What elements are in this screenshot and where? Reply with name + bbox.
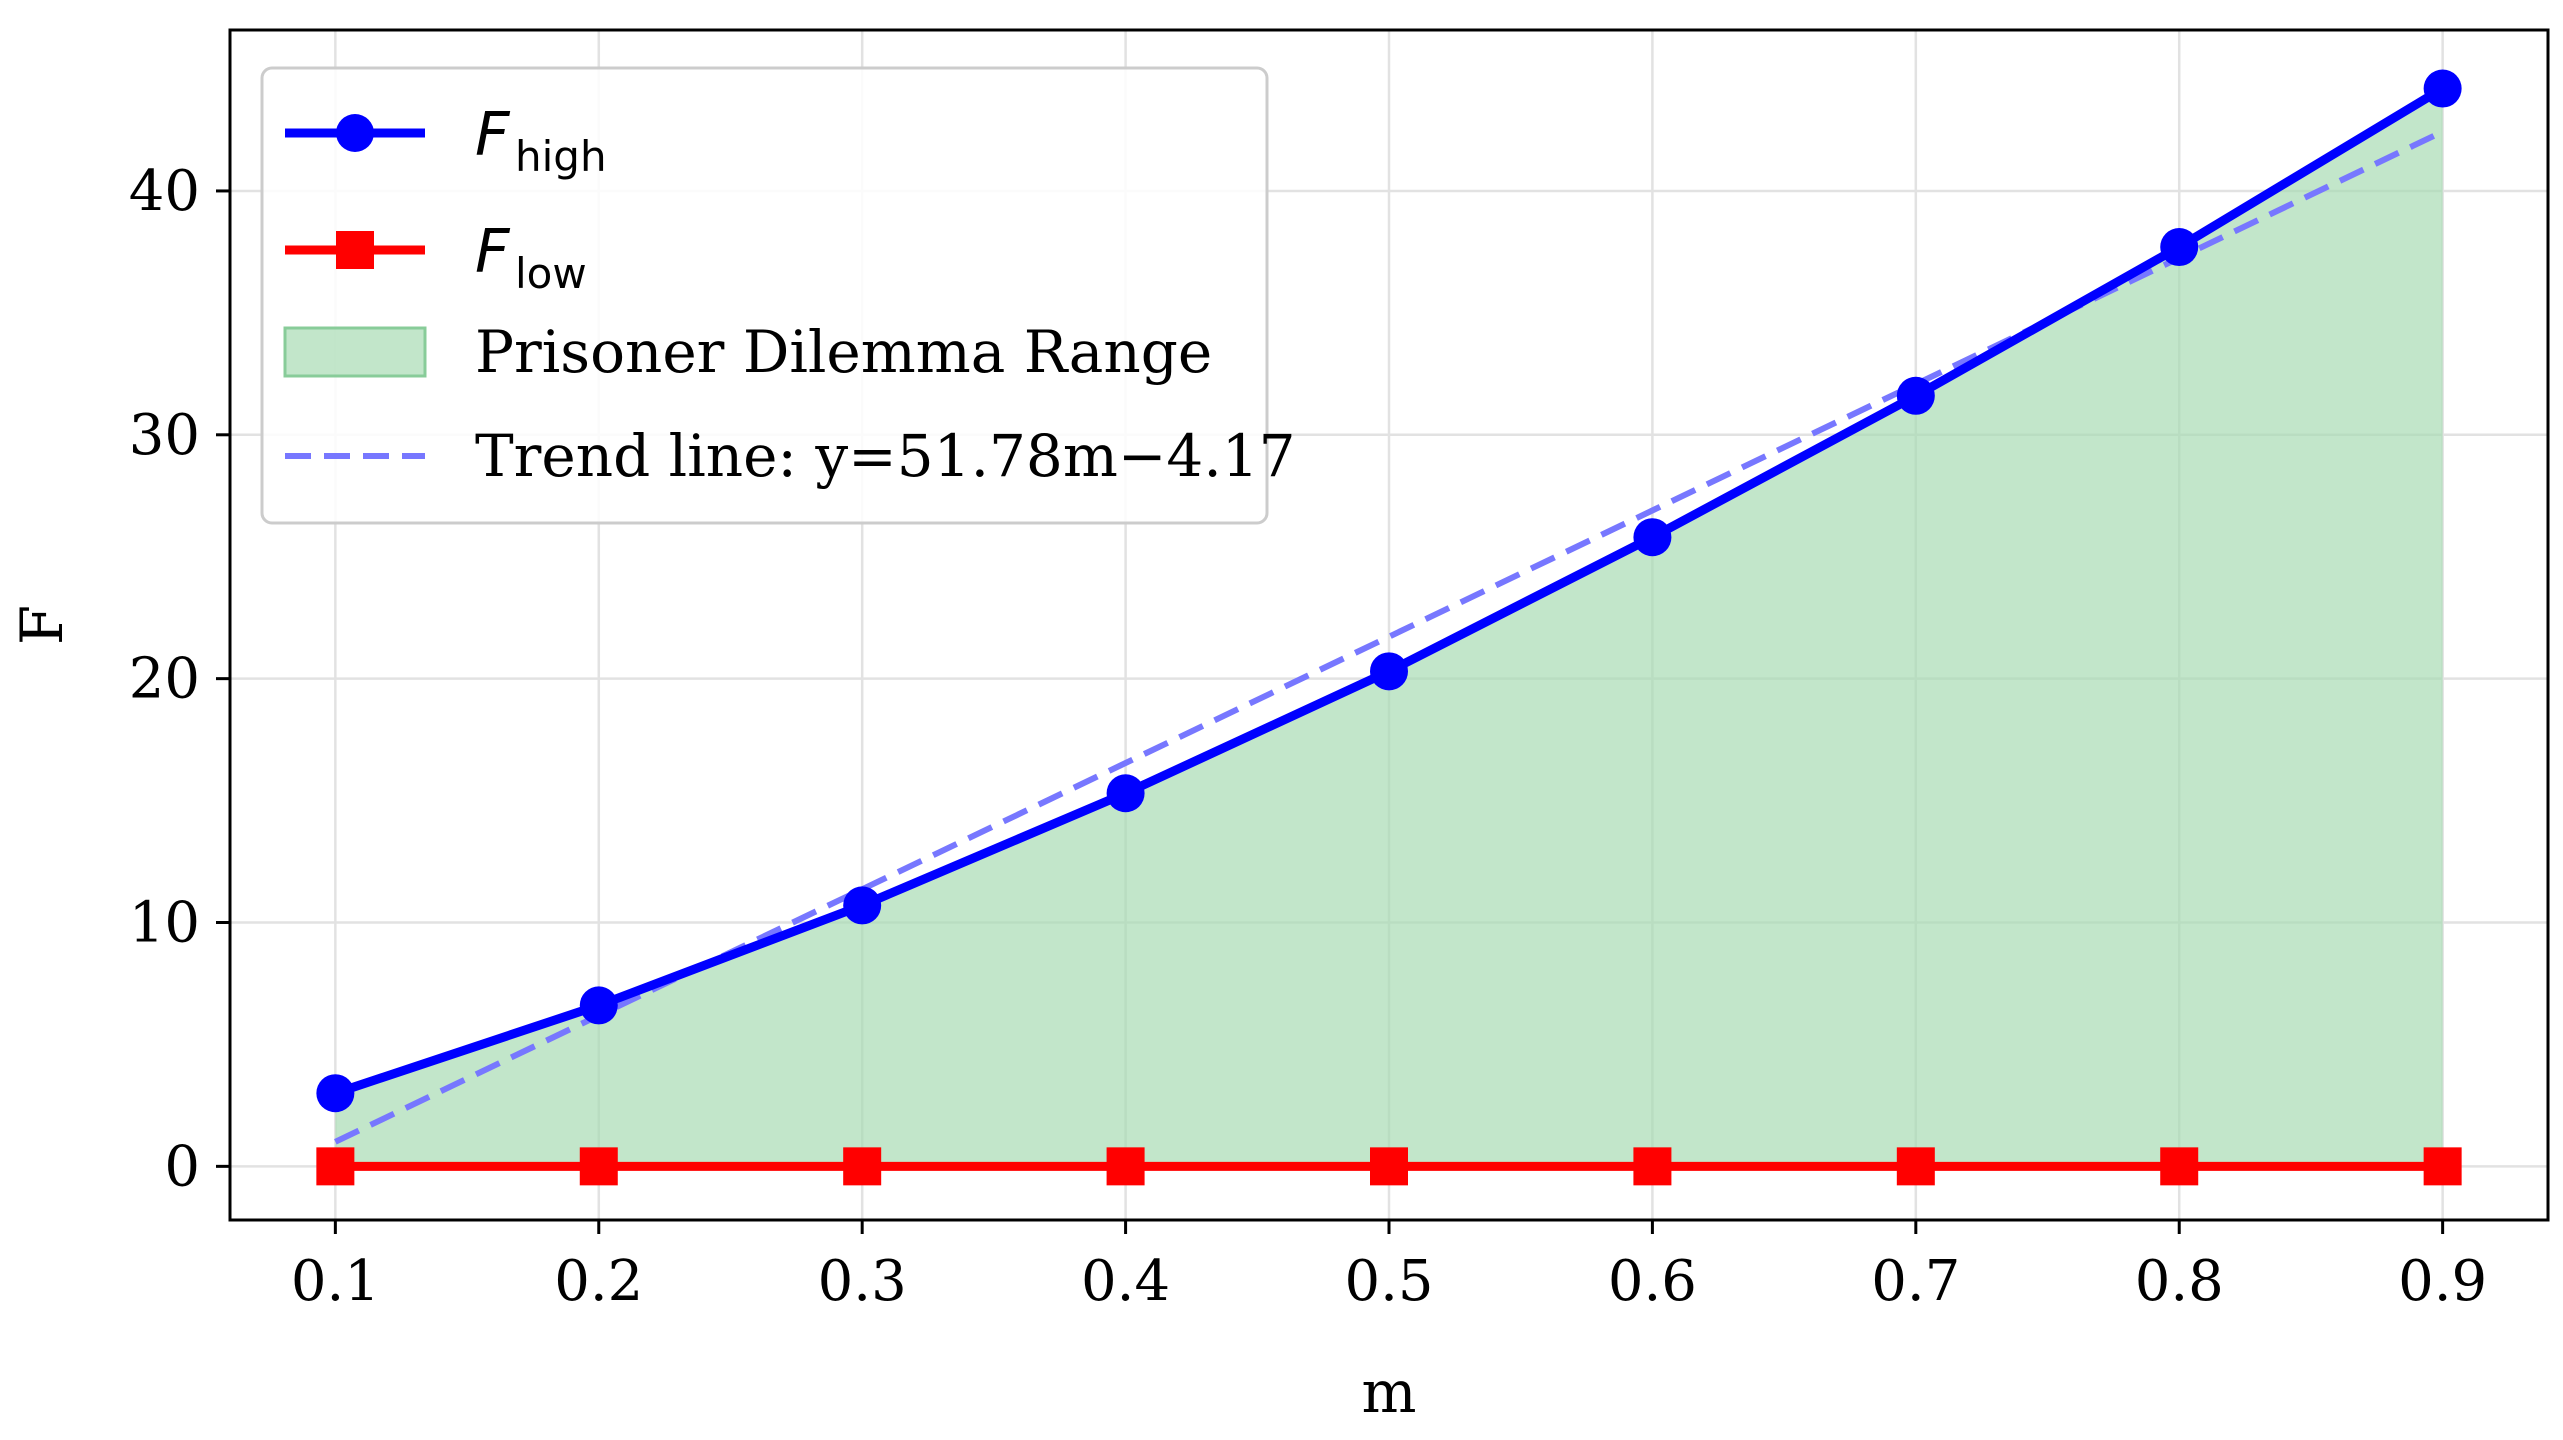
x-tick-label: 0.8 xyxy=(2135,1249,2224,1314)
legend-sublabel-F_high: high xyxy=(515,132,607,181)
F_low-point xyxy=(2160,1147,2199,1186)
F_high-point xyxy=(316,1074,355,1113)
F_low-point xyxy=(316,1147,355,1186)
F_low-point xyxy=(2423,1147,2462,1186)
y-tick-label: 30 xyxy=(129,403,200,468)
legend-marker-F_high xyxy=(336,114,374,152)
legend-box xyxy=(260,66,1269,525)
x-tick-label: 0.4 xyxy=(1081,1249,1170,1314)
F_high-point xyxy=(1896,376,1935,415)
legend-label-F_high: F xyxy=(475,100,511,170)
F_low-point xyxy=(579,1147,618,1186)
x-axis-title: m xyxy=(1362,1358,1417,1426)
x-tick-label: 0.3 xyxy=(818,1249,907,1314)
legend-marker-F_low xyxy=(336,231,374,269)
F_high-point xyxy=(579,986,618,1025)
F_high-point xyxy=(2160,228,2199,267)
y-tick-label: 0 xyxy=(164,1134,200,1199)
legend-label-trend: Trend line: y=51.78m−4.17 xyxy=(475,422,1296,490)
legend-label-F_low: F xyxy=(475,217,511,287)
F_low-point xyxy=(1370,1147,1408,1186)
F_low-point xyxy=(1896,1147,1935,1186)
fill-area xyxy=(335,88,2443,1167)
F_high-point xyxy=(1633,518,1672,557)
F_low-point xyxy=(1633,1147,1672,1186)
x-tick-label: 0.7 xyxy=(1871,1249,1960,1314)
F_high-point xyxy=(2423,69,2462,108)
prisoner-dilemma-fill xyxy=(335,88,2443,1167)
ticks: 0.1 0.2 0.3 0.4 0.5 0.6 0.7 0.8 0.9 0 10 20 30 40 xyxy=(129,159,2487,1314)
legend-sublabel-F_low: low xyxy=(515,249,587,298)
y-axis-title: F xyxy=(8,605,76,645)
y-tick-label: 10 xyxy=(129,891,200,956)
y-tick-label: 40 xyxy=(129,159,200,224)
y-tick-label: 20 xyxy=(129,647,200,712)
legend-label-fill: Prisoner Dilemma Range xyxy=(475,318,1212,386)
F_low-point xyxy=(1106,1147,1145,1186)
F_high-point xyxy=(843,886,882,925)
x-tick-label: 0.1 xyxy=(291,1249,380,1314)
F_high-point xyxy=(1106,774,1145,813)
x-tick-label: 0.6 xyxy=(1608,1249,1697,1314)
F_low-point xyxy=(843,1147,882,1186)
F_high-point xyxy=(1370,652,1408,691)
x-tick-label: 0.2 xyxy=(554,1249,643,1314)
x-tick-label: 0.9 xyxy=(2398,1249,2487,1314)
legend-patch-fill xyxy=(283,326,427,378)
x-tick-label: 0.5 xyxy=(1344,1249,1433,1314)
series-layer xyxy=(316,69,2462,1186)
